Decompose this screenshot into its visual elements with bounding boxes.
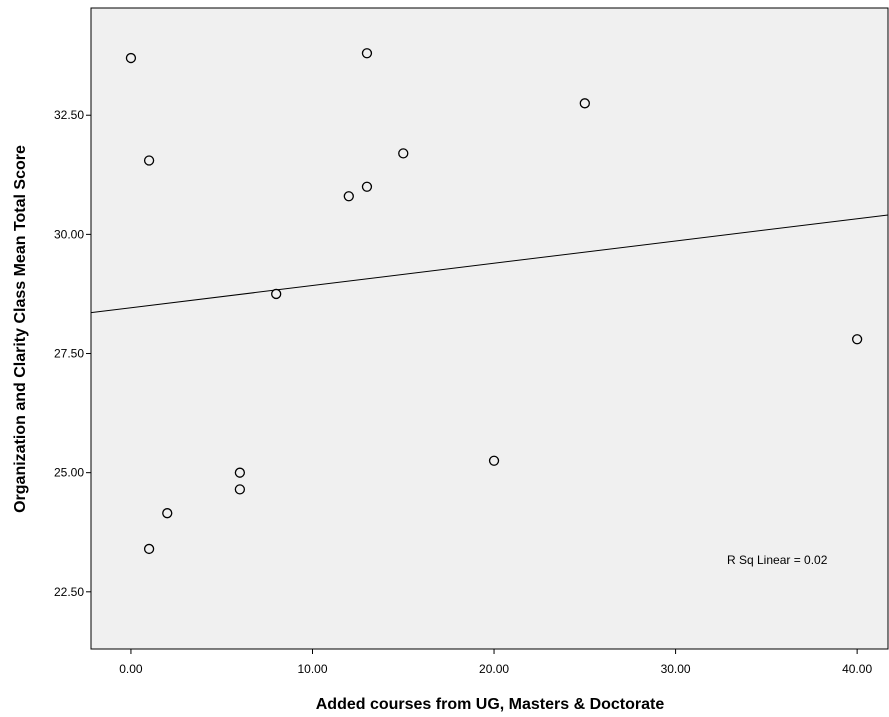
x-tick-label: 0.00 — [119, 662, 143, 676]
data-point — [398, 148, 409, 159]
r-squared-annotation: R Sq Linear = 0.02 — [727, 553, 828, 567]
data-points — [125, 48, 863, 555]
x-tick-label: 20.00 — [479, 662, 509, 676]
data-point — [143, 155, 155, 166]
data-point — [361, 181, 373, 192]
data-point — [143, 543, 155, 555]
data-point — [234, 467, 246, 478]
data-point — [234, 484, 246, 495]
y-tick-label: 30.00 — [54, 227, 84, 241]
y-axis-title: Organization and Clarity Class Mean Tota… — [12, 145, 29, 513]
data-point — [343, 191, 354, 202]
x-axis: 0.00 10.00 20.00 30.00 40.00 — [119, 649, 872, 676]
data-point — [488, 455, 500, 466]
data-point — [271, 288, 282, 300]
data-point — [125, 52, 137, 64]
data-point — [851, 334, 863, 345]
y-tick-label: 22.50 — [54, 585, 84, 599]
y-tick-label: 25.00 — [54, 466, 84, 480]
data-point — [579, 98, 590, 109]
x-tick-label: 10.00 — [297, 662, 327, 676]
plot-area — [90, 7, 889, 650]
data-point — [162, 508, 173, 519]
x-tick-label: 30.00 — [661, 662, 691, 676]
data-point — [361, 48, 373, 59]
y-tick-label: 27.50 — [54, 347, 84, 361]
x-axis-title: Added courses from UG, Masters & Doctora… — [316, 696, 665, 713]
y-axis: 22.50 25.00 27.50 30.00 32.50 — [54, 108, 91, 599]
fit-line — [90, 214, 889, 314]
x-tick-label: 40.00 — [842, 662, 872, 676]
y-tick-label: 32.50 — [54, 108, 84, 122]
